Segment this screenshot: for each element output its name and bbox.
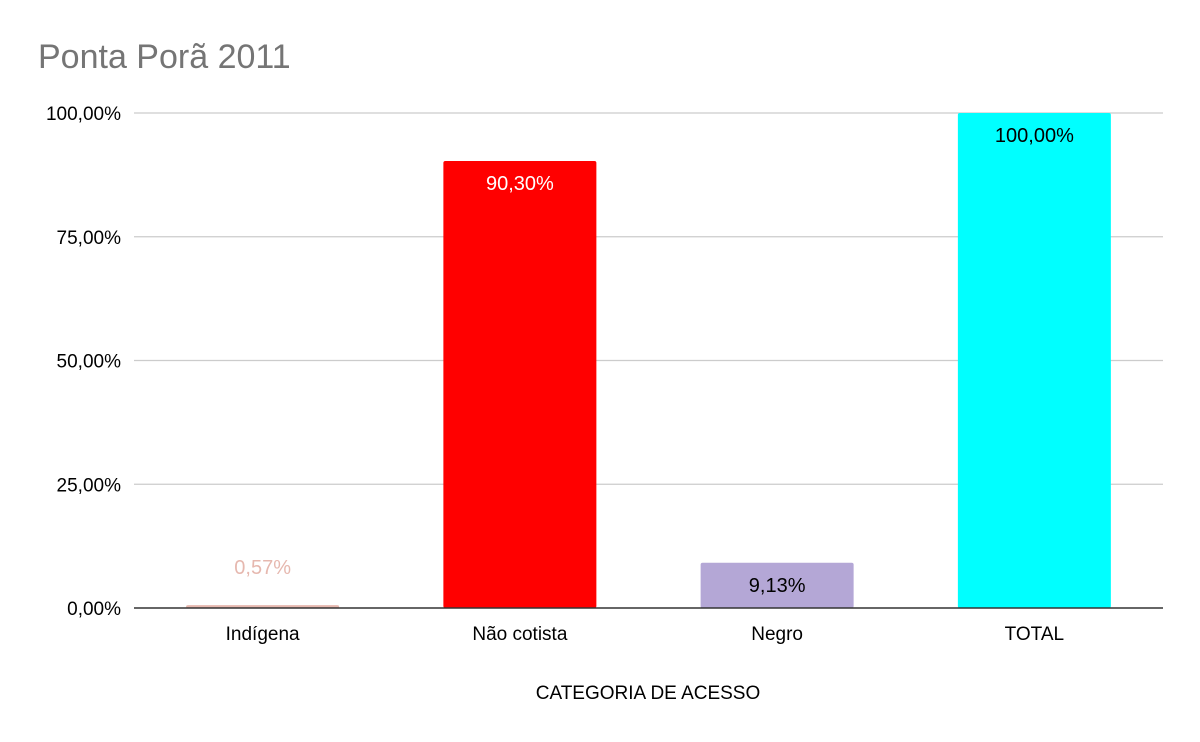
x-tick-label: TOTAL bbox=[1005, 624, 1064, 645]
bar bbox=[443, 161, 597, 608]
data-label: 0,57% bbox=[234, 557, 291, 579]
x-tick-label: Não cotista bbox=[472, 624, 567, 645]
y-tick-label: 0,00% bbox=[67, 599, 121, 620]
data-label: 100,00% bbox=[995, 125, 1074, 147]
bar bbox=[957, 113, 1111, 608]
bars bbox=[186, 113, 1111, 608]
x-tick-label: Negro bbox=[751, 624, 803, 645]
y-axis-ticks: 0,00% 25,00% 50,00% 75,00% 100,00% bbox=[46, 104, 121, 620]
y-tick-label: 75,00% bbox=[57, 228, 122, 249]
x-axis-label: CATEGORIA DE ACESSO bbox=[536, 683, 761, 704]
data-labels: 0,57% 90,30% 9,13% 100,00% bbox=[234, 125, 1074, 597]
y-tick-label: 25,00% bbox=[57, 475, 122, 496]
y-tick-label: 50,00% bbox=[57, 352, 122, 373]
chart-title: Ponta Porã 2011 bbox=[38, 38, 291, 76]
data-label: 90,30% bbox=[486, 173, 554, 195]
x-tick-label: Indígena bbox=[226, 624, 300, 645]
category-labels: Indígena Não cotista Negro TOTAL bbox=[226, 624, 1064, 645]
y-tick-label: 100,00% bbox=[46, 104, 121, 125]
data-label: 9,13% bbox=[749, 575, 806, 597]
bar bbox=[700, 562, 854, 608]
